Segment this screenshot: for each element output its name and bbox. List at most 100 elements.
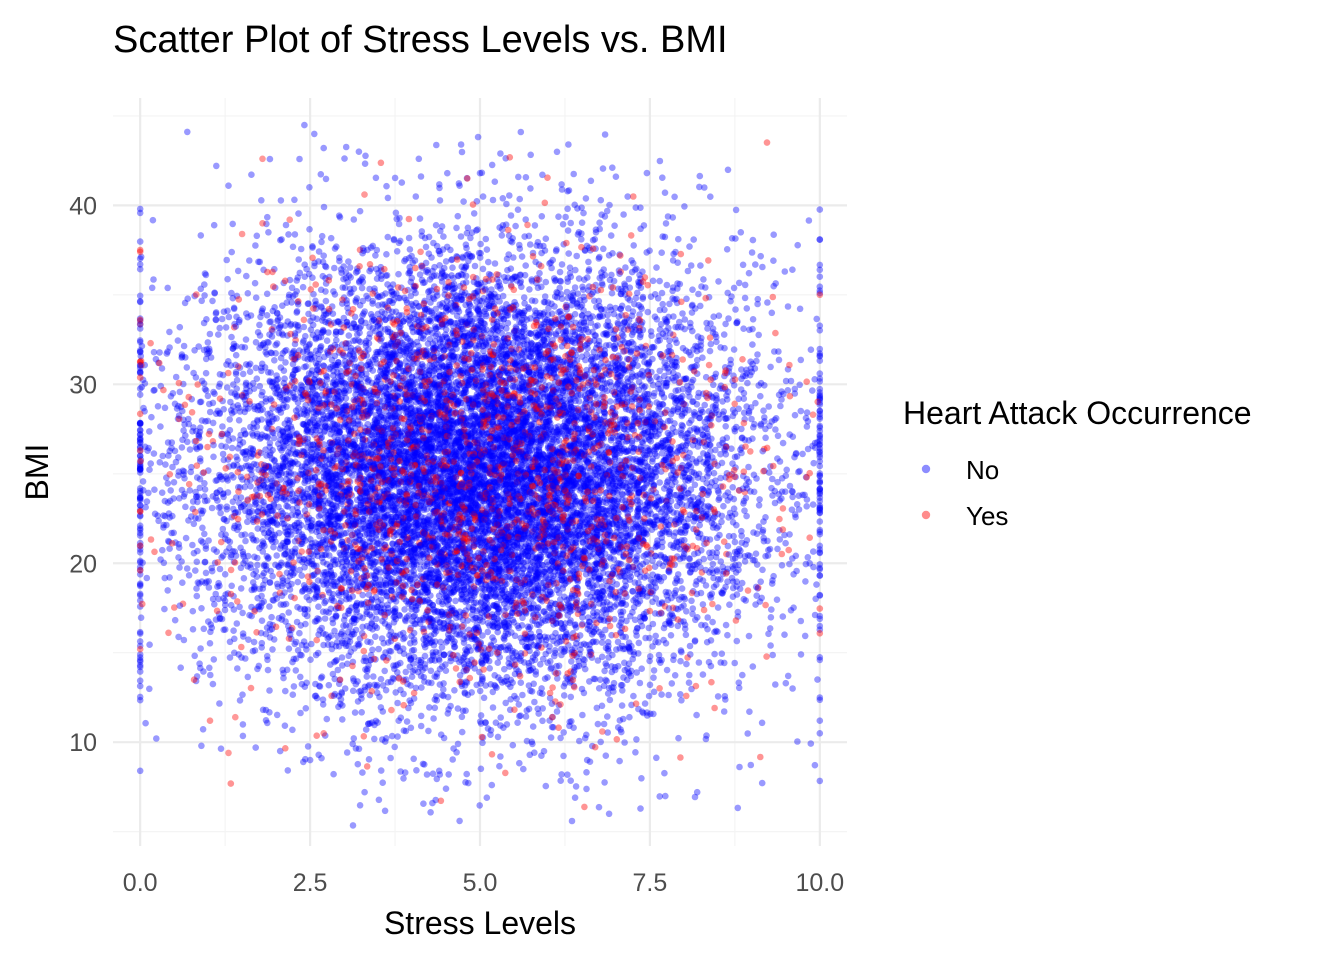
- point-no: [421, 589, 429, 597]
- point-no: [672, 323, 679, 331]
- point-no: [322, 175, 330, 183]
- point-no: [546, 466, 554, 473]
- point-no: [264, 213, 271, 221]
- point-no: [505, 465, 512, 472]
- point-no: [513, 652, 521, 660]
- point-no: [221, 571, 229, 578]
- point-no: [681, 316, 689, 323]
- point-no: [201, 486, 209, 493]
- point-no: [678, 585, 686, 592]
- point-no: [505, 642, 512, 650]
- point-no: [575, 275, 583, 282]
- point-no: [350, 216, 358, 223]
- point-no: [408, 562, 416, 569]
- point-no: [457, 141, 465, 148]
- point-no: [656, 306, 664, 314]
- point-no: [525, 643, 533, 651]
- point-no: [211, 601, 218, 608]
- point-no: [302, 620, 309, 628]
- point-no: [381, 667, 389, 675]
- point-no: [799, 450, 806, 458]
- point-no: [588, 513, 596, 521]
- point-no: [166, 328, 173, 336]
- point-no: [573, 252, 580, 260]
- point-no: [571, 201, 578, 209]
- point-no: [507, 212, 515, 219]
- point-no: [360, 497, 367, 505]
- point-no: [731, 659, 738, 667]
- point-no: [161, 605, 168, 613]
- point-no: [655, 332, 663, 340]
- point-no: [244, 673, 252, 681]
- point-no: [358, 600, 365, 607]
- point-no: [445, 771, 453, 778]
- point-no: [650, 674, 657, 681]
- point-no: [521, 591, 529, 599]
- point-no: [656, 157, 664, 165]
- point-no: [331, 658, 338, 666]
- point-no: [320, 641, 327, 649]
- point-no: [284, 767, 292, 774]
- point-no: [577, 470, 585, 477]
- point-no: [797, 407, 805, 415]
- point-no: [560, 692, 568, 699]
- point-no: [689, 286, 696, 294]
- point-no: [282, 687, 289, 695]
- point-no: [495, 509, 503, 517]
- point-no: [810, 548, 817, 555]
- point-no: [503, 508, 510, 515]
- point-no: [239, 721, 247, 728]
- point-no: [226, 426, 234, 434]
- point-no: [636, 679, 644, 687]
- point-no: [381, 541, 388, 549]
- point-no: [304, 418, 312, 426]
- point-no: [722, 320, 729, 328]
- point-no: [258, 617, 266, 624]
- point-no: [506, 192, 513, 199]
- point-no: [210, 656, 218, 663]
- point-no: [396, 385, 404, 392]
- point-no: [545, 551, 553, 558]
- point-no: [318, 238, 325, 246]
- point-no: [582, 195, 590, 202]
- point-no: [387, 754, 394, 762]
- point-no: [625, 516, 632, 524]
- point-no: [426, 599, 434, 607]
- point-no: [224, 307, 231, 315]
- point-no: [740, 325, 747, 333]
- point-no: [556, 393, 564, 401]
- point-no: [229, 220, 236, 228]
- point-no: [477, 765, 485, 773]
- point-no: [193, 558, 201, 566]
- point-no: [526, 286, 533, 293]
- point-no: [646, 681, 654, 689]
- point-no: [457, 488, 464, 496]
- point-no: [646, 502, 653, 509]
- point-no: [182, 534, 190, 542]
- point-no: [325, 444, 332, 452]
- point-no: [307, 656, 314, 663]
- point-no: [736, 763, 743, 771]
- point-no: [210, 221, 218, 229]
- point-no: [359, 769, 366, 776]
- point-no: [136, 238, 144, 245]
- data-points: [136, 121, 824, 829]
- point-no: [371, 735, 378, 743]
- point-no: [184, 438, 191, 446]
- point-no: [277, 561, 285, 569]
- point-no: [398, 179, 406, 186]
- point-no: [597, 196, 605, 204]
- point-no: [142, 719, 149, 727]
- point-no: [237, 494, 245, 501]
- point-no: [193, 585, 200, 592]
- point-no: [465, 468, 472, 476]
- point-no: [741, 507, 748, 514]
- point-no: [558, 398, 566, 405]
- point-no: [707, 193, 714, 200]
- point-no: [353, 444, 361, 451]
- point-no: [407, 429, 414, 436]
- point-no: [217, 473, 225, 480]
- point-no: [762, 552, 769, 560]
- point-no: [540, 390, 547, 398]
- point-no: [565, 520, 573, 527]
